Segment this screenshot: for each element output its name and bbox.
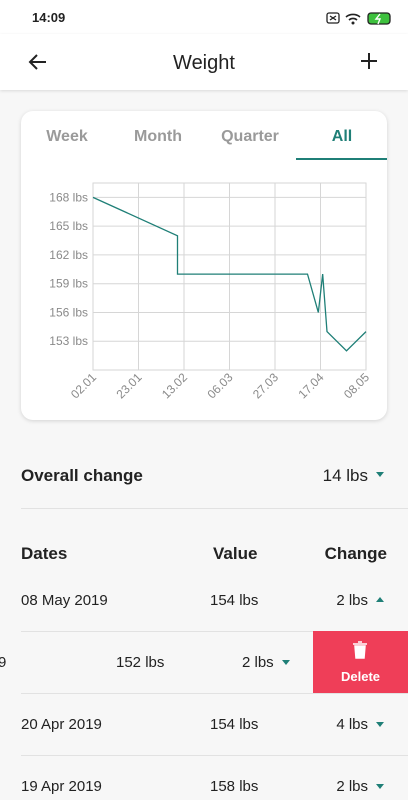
down-arrow <box>282 660 290 665</box>
overall-label: Overall change <box>21 466 143 485</box>
col-header: Value <box>213 544 258 563</box>
divider <box>21 508 408 509</box>
tab-indicator <box>296 158 387 160</box>
x-tick-label: 17.04 <box>295 370 326 401</box>
x-tick-label: 06.03 <box>204 370 235 401</box>
y-tick-label: 165 lbs <box>49 219 88 233</box>
divider <box>21 631 408 632</box>
change: 2 lbs <box>336 778 368 795</box>
down-arrow <box>376 784 384 789</box>
x-tick-label: 23.01 <box>113 370 144 401</box>
y-tick-label: 156 lbs <box>49 305 88 319</box>
y-tick-label: 153 lbs <box>49 334 88 348</box>
col-header: Change <box>324 544 387 563</box>
status-bar: 14:09 <box>0 0 408 34</box>
chart: 168 lbs 165 lbs 162 lbs 159 lbs 156 lbs 153 l… <box>49 182 372 401</box>
title: Weight <box>173 52 235 74</box>
tab[interactable]: Week <box>46 128 88 145</box>
date: 08 May 2019 <box>21 592 108 609</box>
line <box>92 196 367 352</box>
y-tick-label: 168 lbs <box>49 190 88 204</box>
value: 154 lbs <box>210 716 259 733</box>
x-tick-label: 02.01 <box>68 370 99 401</box>
x-tick-label: 13.02 <box>159 370 190 401</box>
add-button[interactable] <box>360 52 378 70</box>
y-tick-label: 159 lbs <box>49 277 88 291</box>
time: 14:09 <box>32 10 66 25</box>
back-button[interactable] <box>28 52 48 72</box>
date: 20 Apr 2019 <box>21 716 102 733</box>
tab[interactable]: Quarter <box>221 128 279 145</box>
date: 19 Apr 2019 <box>21 778 102 795</box>
change: 2 lbs <box>242 654 274 671</box>
status-icons <box>326 12 391 25</box>
delete-label: Delete <box>340 669 381 684</box>
value: 158 lbs <box>210 778 259 795</box>
down-arrow <box>376 472 384 477</box>
app-bar: Weight <box>0 34 408 90</box>
change: 2 lbs <box>336 592 368 609</box>
y-tick-label: 162 lbs <box>49 248 88 262</box>
tab[interactable]: Month <box>134 128 182 145</box>
x-tick-label: 27.03 <box>250 370 281 401</box>
tab[interactable]: All <box>331 128 353 145</box>
trash-icon <box>353 641 367 659</box>
divider <box>21 755 408 756</box>
down-arrow <box>376 722 384 727</box>
divider <box>21 693 408 694</box>
value: 154 lbs <box>210 592 259 609</box>
date: 9 <box>0 654 7 671</box>
up-arrow <box>376 597 384 602</box>
change: 4 lbs <box>336 716 368 733</box>
delete-button[interactable]: Delete <box>313 631 408 693</box>
x-tick-label: 08.05 <box>341 370 372 401</box>
col-header: Dates <box>21 544 68 563</box>
value: 152 lbs <box>116 654 165 671</box>
overall-value: 14 lbs <box>322 466 368 485</box>
chart-card <box>21 111 387 420</box>
